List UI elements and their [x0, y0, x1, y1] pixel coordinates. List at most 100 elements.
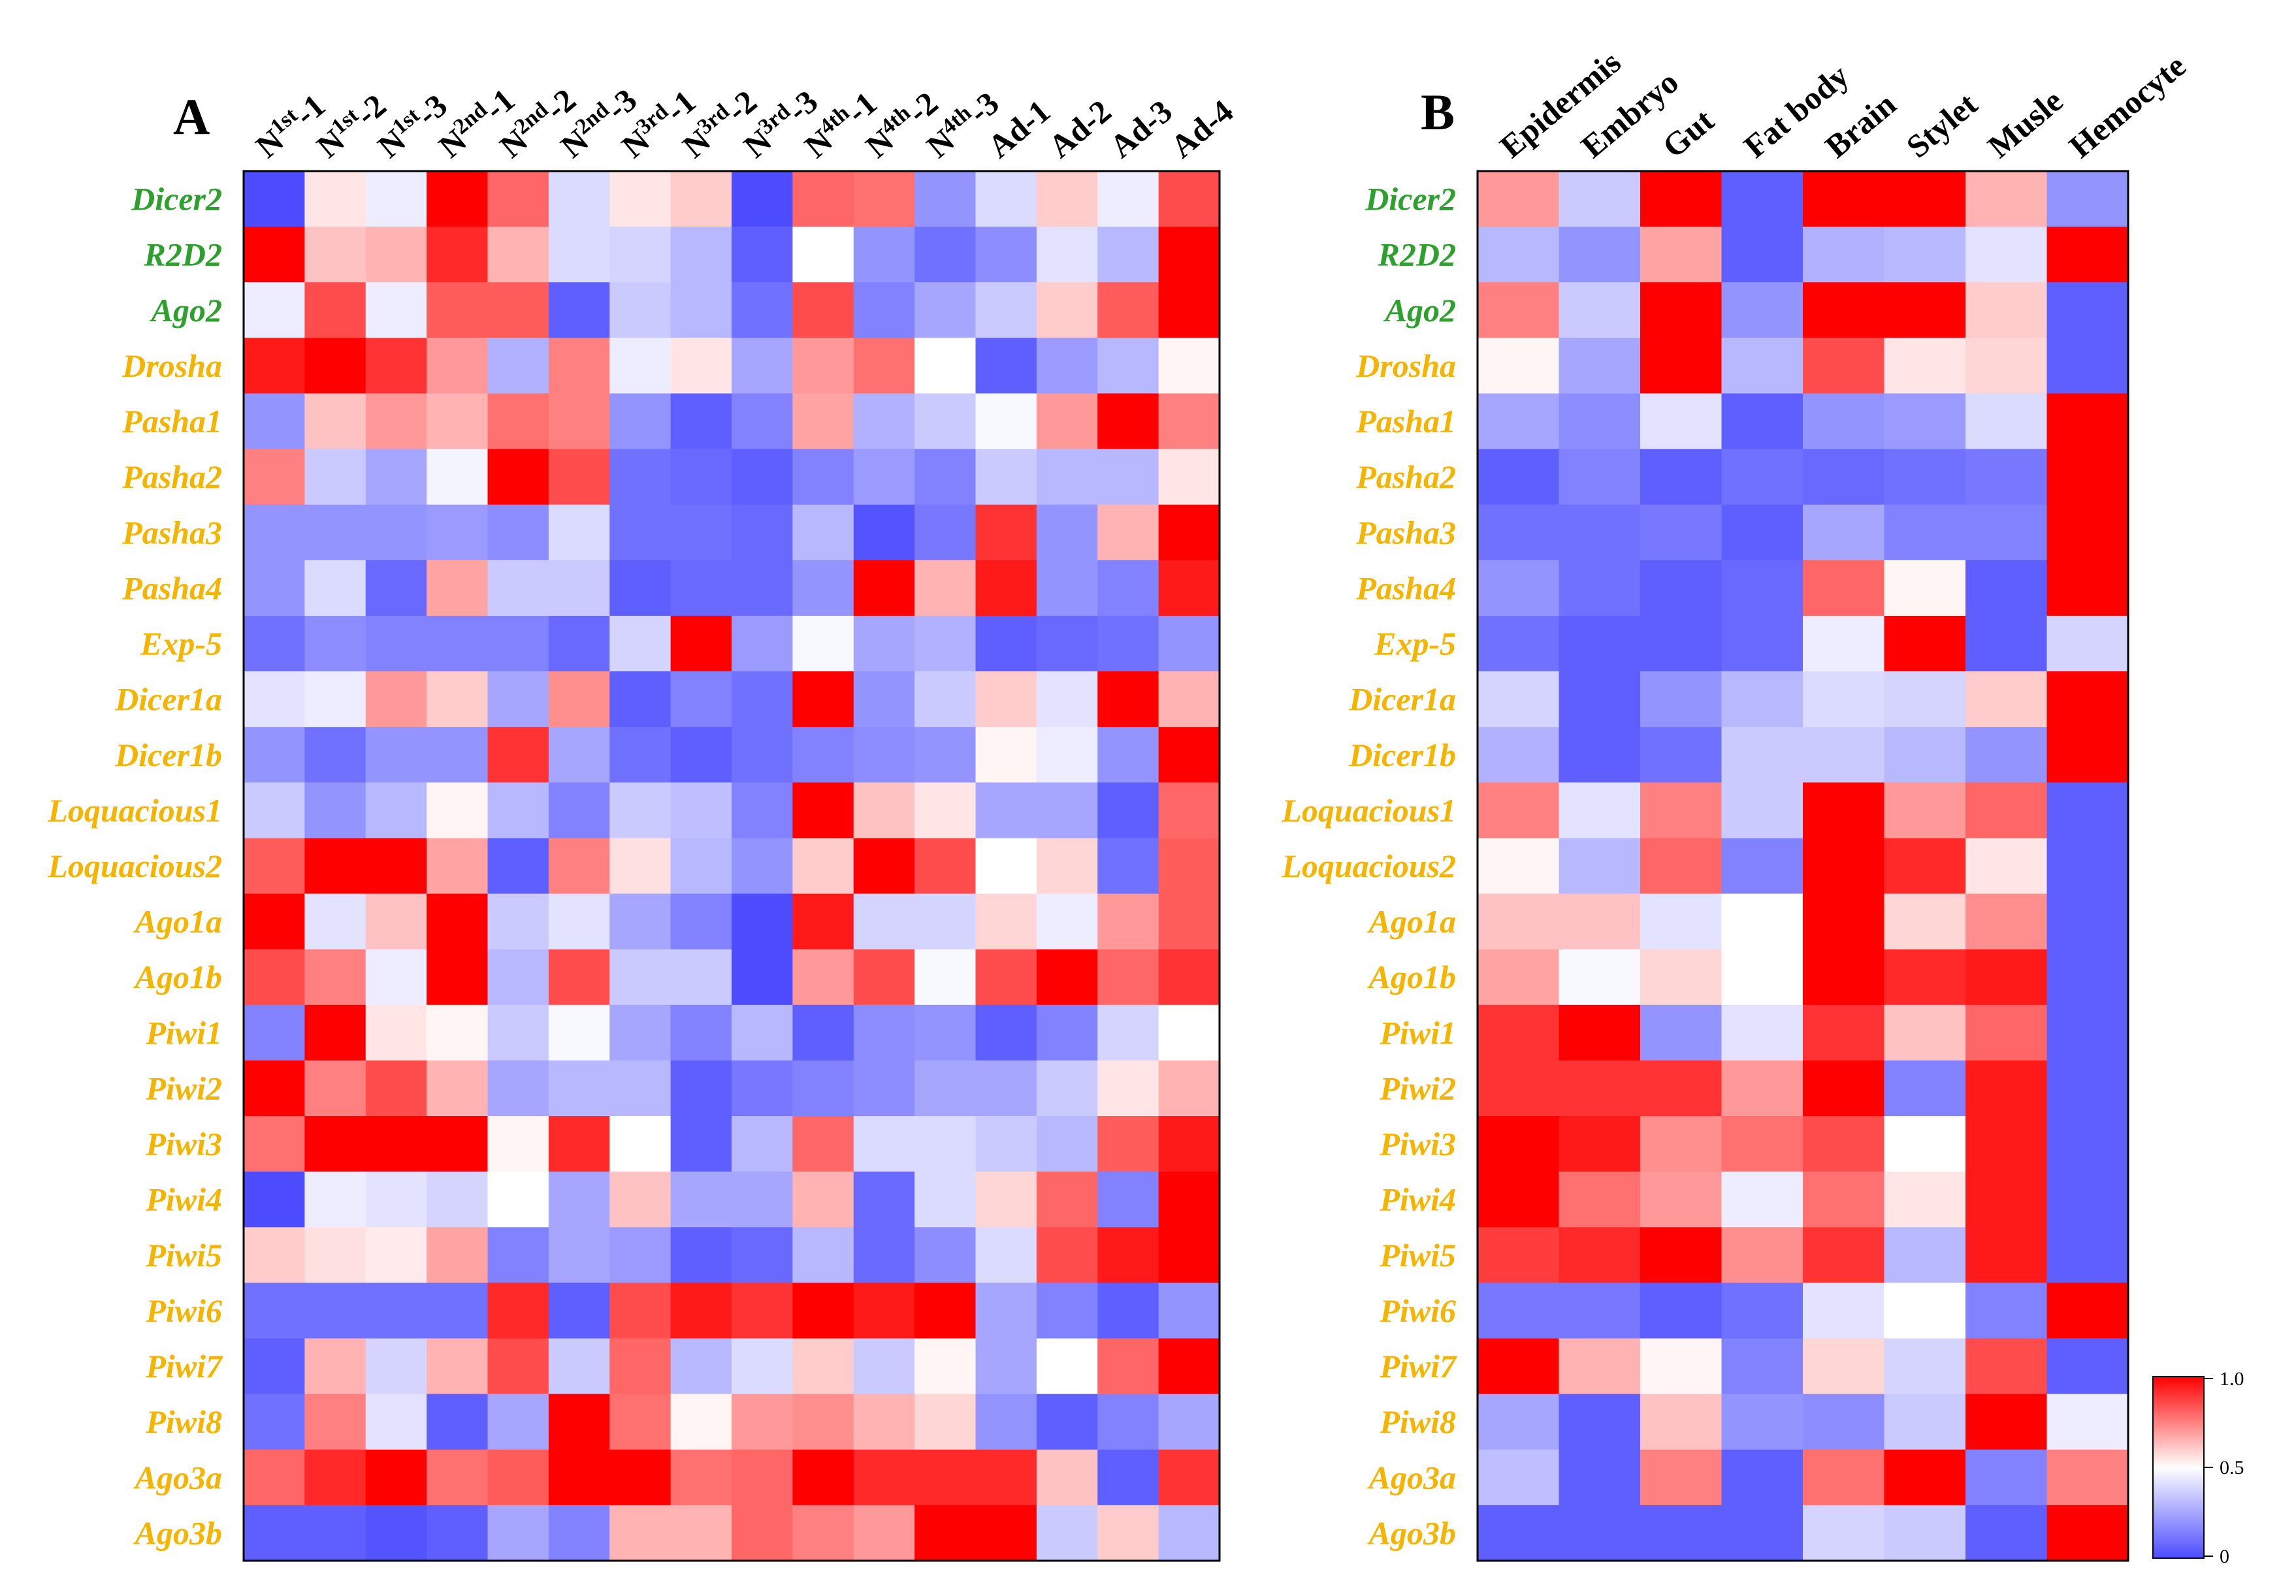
panel-a-cell-piwi2-3 — [365, 1060, 427, 1117]
panel-b-cell-ago3a-1 — [1478, 1449, 1560, 1506]
panel-a-cell-dicer2-7 — [609, 171, 671, 227]
panel-a-cell-r2d2-15 — [1097, 227, 1159, 283]
panel-b-cell-ago2-4 — [1721, 282, 1803, 338]
colorbar-tick-label: 0.5 — [2220, 1457, 2244, 1478]
panel-a-cell-piwi3-14 — [1036, 1116, 1098, 1172]
panel-b-cell-pasha1-3 — [1640, 393, 1722, 450]
panel-a-cell-loquacious1-7 — [609, 782, 671, 839]
panel-a-cell-pasha2-12 — [914, 449, 977, 505]
panel-b-row-label-piwi2: Piwi2 — [1379, 1070, 1456, 1106]
panel-a-cell-piwi7-7 — [609, 1338, 671, 1395]
panel-a-cell-piwi4-12 — [914, 1172, 977, 1228]
panel-b-cell-pasha4-6 — [1884, 560, 1966, 616]
panel-a-cell-r2d2-6 — [548, 227, 610, 283]
panel-a-cell-exp-5-13 — [975, 615, 1037, 672]
panel-a-cell-ago2-2 — [304, 282, 366, 338]
panel-a-cell-ago1b-9 — [732, 949, 793, 1006]
panel-a-cell-ago1b-15 — [1097, 949, 1159, 1006]
panel-a-cell-dicer1a-3 — [365, 671, 427, 727]
panel-a-cell-pasha1-11 — [853, 393, 915, 450]
panel-a-cell-pasha4-3 — [365, 560, 427, 616]
panel-a-cell-ago1a-13 — [975, 893, 1037, 950]
panel-a-cell-piwi4-4 — [427, 1172, 489, 1228]
panel-a-cell-piwi5-16 — [1158, 1227, 1220, 1283]
panel-a-cell-dicer2-14 — [1036, 171, 1098, 227]
panel-a-cell-piwi1-10 — [792, 1004, 854, 1061]
panel-a-cell-pasha3-15 — [1097, 504, 1159, 561]
panel-a-cell-piwi1-1 — [244, 1004, 305, 1061]
panel-a-cell-piwi2-4 — [427, 1060, 489, 1117]
panel-b-cell-exp-5-6 — [1884, 615, 1966, 672]
panel-b-cell-piwi2-5 — [1803, 1060, 1885, 1117]
panel-b-cell-piwi2-7 — [1965, 1060, 2048, 1117]
panel-b-cell-ago3b-6 — [1884, 1505, 1966, 1561]
panel-a-cell-piwi3-3 — [365, 1116, 427, 1172]
panel-a-cell-drosha-14 — [1036, 338, 1098, 394]
panel-a-cell-ago3a-13 — [975, 1449, 1037, 1506]
panel-b-cell-ago3a-6 — [1884, 1449, 1966, 1506]
panel-a-cell-ago1a-2 — [304, 893, 366, 950]
panel-a-cell-loquacious1-8 — [670, 782, 732, 839]
panel-b-cell-pasha2-6 — [1884, 449, 1966, 505]
panel-a-cell-piwi7-10 — [792, 1338, 854, 1395]
panel-b-cell-ago3a-3 — [1640, 1449, 1722, 1506]
panel-a-cell-piwi4-10 — [792, 1172, 854, 1228]
panel-b-cell-pasha1-4 — [1721, 393, 1803, 450]
colorbar-tick-label: 0 — [2220, 1546, 2229, 1567]
panel-b-cell-piwi3-8 — [2046, 1116, 2129, 1172]
panel-a-cell-piwi3-7 — [609, 1116, 671, 1172]
panel-a-cell-piwi4-5 — [487, 1172, 549, 1228]
panel-a-row-label-dicer1a: Dicer1a — [114, 681, 222, 718]
panel-a-cell-ago2-6 — [548, 282, 610, 338]
panel-a-cell-piwi1-12 — [914, 1004, 977, 1061]
panel-a-cell-piwi1-9 — [732, 1004, 793, 1061]
panel-a-cell-ago1b-8 — [670, 949, 732, 1006]
panel-a-cell-piwi6-6 — [548, 1283, 610, 1339]
panel-a-cell-ago1b-10 — [792, 949, 854, 1006]
panel-a-cell-pasha2-16 — [1158, 449, 1220, 505]
panel-a-cell-ago3a-6 — [548, 1449, 610, 1506]
panel-a-cell-piwi5-14 — [1036, 1227, 1098, 1283]
panel-a-cell-pasha4-4 — [427, 560, 489, 616]
panel-b-cell-drosha-1 — [1478, 338, 1560, 394]
panel-b-cell-pasha1-8 — [2046, 393, 2129, 450]
panel-a-cell-exp-5-8 — [670, 615, 732, 672]
panel-b-cell-exp-5-4 — [1721, 615, 1803, 672]
panel-a-cell-dicer1a-11 — [853, 671, 915, 727]
panel-b-cell-ago1b-2 — [1559, 949, 1641, 1006]
panel-b-cell-ago1a-2 — [1559, 893, 1641, 950]
panel-a-cell-ago2-4 — [427, 282, 489, 338]
panel-a-cell-loquacious2-11 — [853, 838, 915, 895]
panel-b-cell-ago1a-8 — [2046, 893, 2129, 950]
panel-b-row-label-piwi6: Piwi6 — [1379, 1292, 1456, 1329]
panel-a-cell-piwi7-8 — [670, 1338, 732, 1395]
panel-a-cell-dicer2-2 — [304, 171, 366, 227]
panel-b-cell-piwi7-5 — [1803, 1338, 1885, 1395]
panel-b-cell-exp-5-7 — [1965, 615, 2048, 672]
panel-a-cell-pasha4-1 — [244, 560, 305, 616]
panel-a-cell-dicer1b-11 — [853, 727, 915, 783]
panel-b-cell-ago3a-4 — [1721, 1449, 1803, 1506]
panel-b-cell-pasha2-3 — [1640, 449, 1722, 505]
panel-b-row-label-dicer2: Dicer2 — [1365, 181, 1456, 217]
panel-a-cell-ago1a-9 — [732, 893, 793, 950]
panel-b-cell-dicer1a-3 — [1640, 671, 1722, 727]
panel-a-cell-piwi2-2 — [304, 1060, 366, 1117]
panel-a-cell-piwi7-6 — [548, 1338, 610, 1395]
panel-a-cell-piwi1-7 — [609, 1004, 671, 1061]
panel-a-cell-piwi1-5 — [487, 1004, 549, 1061]
panel-a-cell-exp-5-12 — [914, 615, 977, 672]
panel-b-row-label-piwi5: Piwi5 — [1379, 1237, 1456, 1273]
panel-a-cell-dicer2-12 — [914, 171, 977, 227]
panel-b-cell-piwi5-1 — [1478, 1227, 1560, 1283]
panel-a-cell-piwi7-11 — [853, 1338, 915, 1395]
panel-a-cell-piwi6-7 — [609, 1283, 671, 1339]
panel-a-cell-piwi4-14 — [1036, 1172, 1098, 1228]
panel-a-cell-pasha1-12 — [914, 393, 977, 450]
panel-a-cell-dicer1b-4 — [427, 727, 489, 783]
panel-b-cell-drosha-3 — [1640, 338, 1722, 394]
panel-a-cell-piwi3-6 — [548, 1116, 610, 1172]
panel-a-cell-ago3b-14 — [1036, 1505, 1098, 1561]
panel-b-cell-loquacious1-7 — [1965, 782, 2048, 839]
panel-a-cell-piwi6-3 — [365, 1283, 427, 1339]
